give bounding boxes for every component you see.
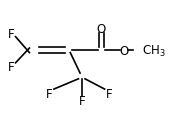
Text: F: F xyxy=(46,87,52,100)
Text: O: O xyxy=(120,44,129,57)
Text: CH$_3$: CH$_3$ xyxy=(142,43,166,58)
Text: F: F xyxy=(106,87,113,100)
Text: F: F xyxy=(8,60,15,73)
Text: F: F xyxy=(78,94,85,107)
Text: O: O xyxy=(97,23,106,36)
Text: F: F xyxy=(8,27,15,40)
